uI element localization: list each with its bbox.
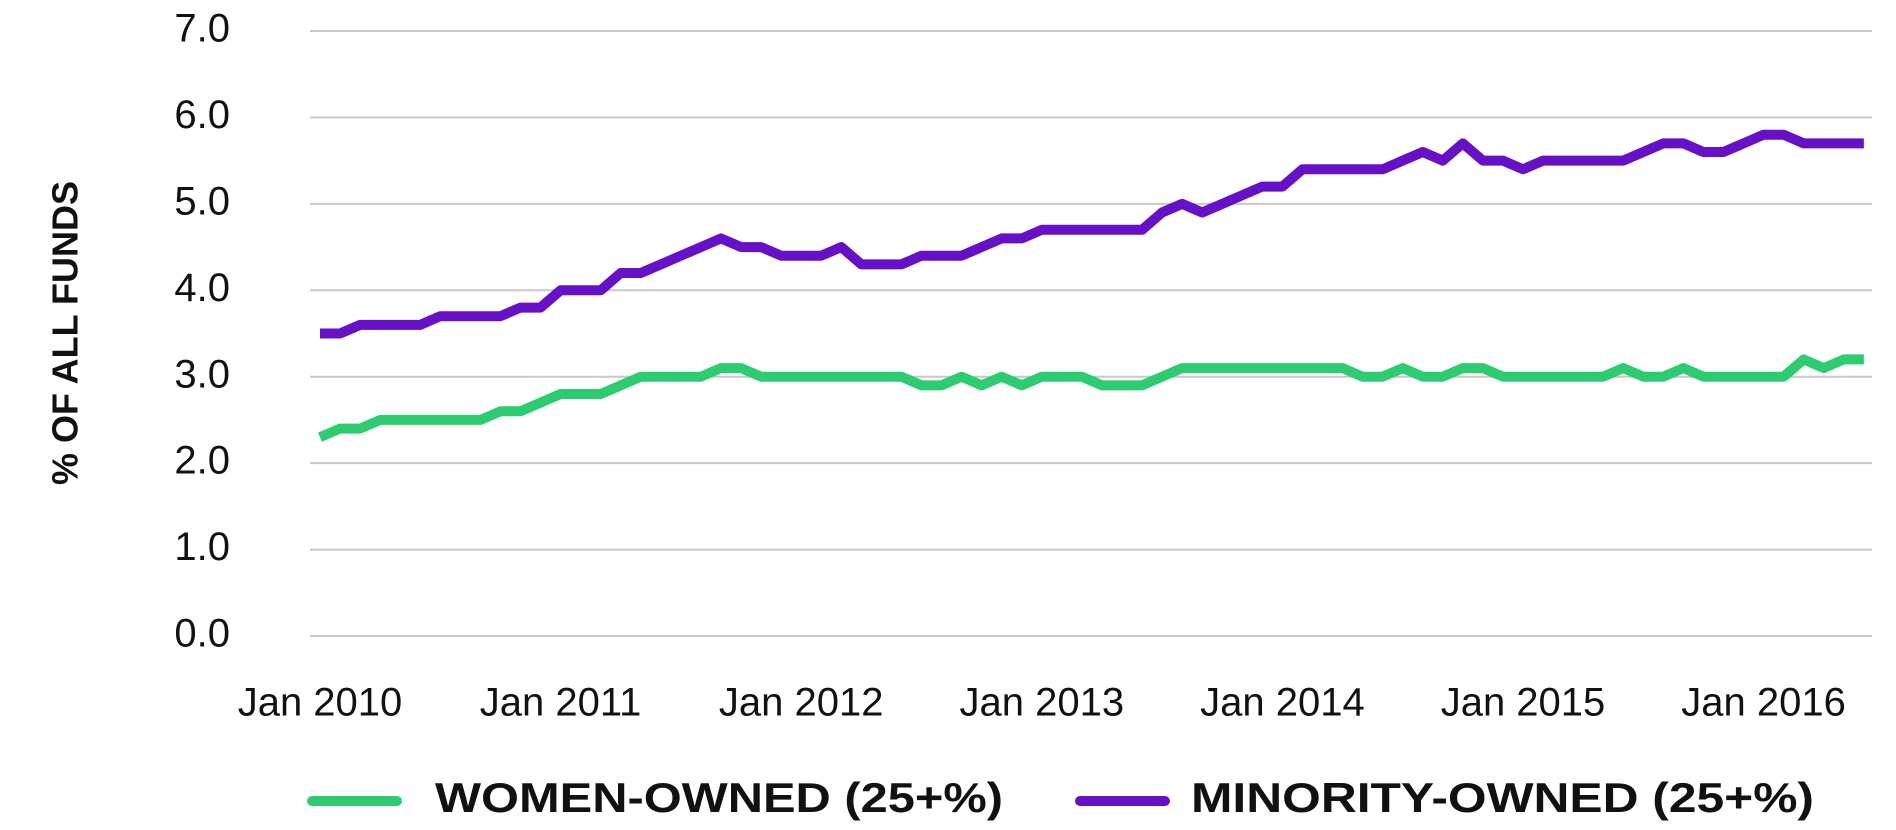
x-tick-label: Jan 2014 [1200, 681, 1365, 725]
y-tick-label: 0.0 [174, 612, 230, 656]
y-tick-label: 1.0 [174, 525, 230, 569]
legend-label: WOMEN-OWNED (25+%) [435, 774, 1003, 821]
y-tick-label: 5.0 [174, 179, 230, 223]
legend-label: MINORITY-OWNED (25+%) [1191, 774, 1814, 821]
series-line [318, 354, 1864, 442]
series-line [320, 129, 1864, 339]
y-tick-label: 7.0 [174, 7, 230, 51]
x-tick-label: Jan 2015 [1441, 681, 1606, 725]
y-tick-label: 6.0 [174, 93, 230, 137]
y-tick-label: 2.0 [174, 439, 230, 483]
x-tick-label: Jan 2010 [238, 681, 403, 725]
x-tick-label: Jan 2012 [719, 681, 884, 725]
y-tick-label: 3.0 [174, 352, 230, 396]
x-tick-label: Jan 2016 [1681, 681, 1846, 725]
y-tick-label: 4.0 [174, 266, 230, 310]
x-tick-label: Jan 2011 [480, 681, 642, 725]
y-axis-label: % OF ALL FUNDS [45, 181, 86, 485]
x-tick-label: Jan 2013 [960, 681, 1125, 725]
